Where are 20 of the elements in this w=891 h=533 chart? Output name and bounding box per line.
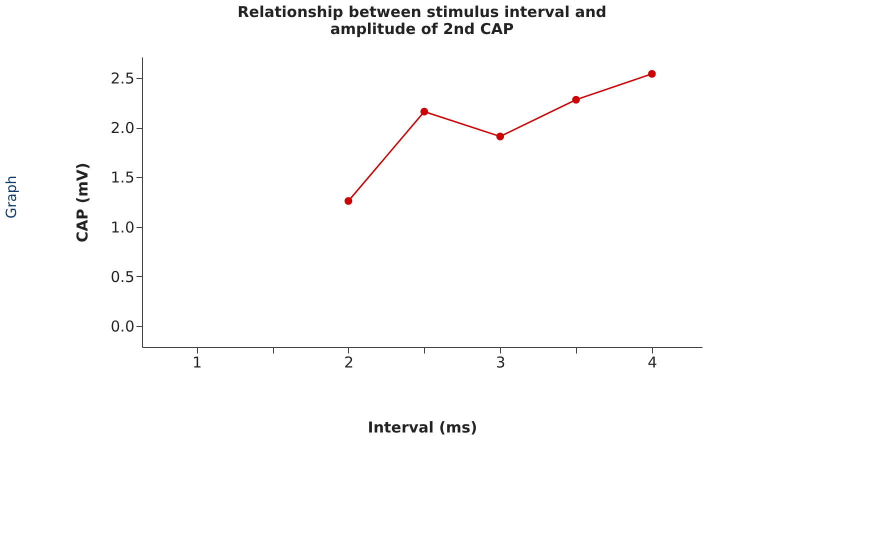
y-tick-label: 2.0 bbox=[110, 119, 134, 138]
point bbox=[572, 96, 580, 104]
y-axis-title: CAP (mV) bbox=[74, 162, 92, 242]
y-tick-label: 2.5 bbox=[110, 69, 134, 88]
y-tick-label: 1.5 bbox=[110, 168, 134, 187]
x-tick-label: 3 bbox=[496, 354, 506, 372]
x-axis-title: Interval (ms) bbox=[368, 418, 478, 436]
text: Graph bbox=[4, 176, 20, 218]
point bbox=[420, 108, 428, 116]
y-tick-label: 0.5 bbox=[110, 268, 134, 286]
point bbox=[344, 197, 352, 205]
x-tick-label: 2 bbox=[344, 354, 354, 372]
y-tick-label: 0.0 bbox=[110, 318, 134, 336]
x-tick-label: 1 bbox=[192, 354, 202, 372]
text: amplitude of 2nd CAP bbox=[330, 20, 514, 38]
text: Relationship between stimulus interval and bbox=[237, 3, 607, 21]
point bbox=[496, 132, 504, 140]
x-tick-label: 4 bbox=[648, 354, 658, 372]
point bbox=[648, 70, 656, 78]
y-tick-label: 1.0 bbox=[110, 218, 134, 236]
